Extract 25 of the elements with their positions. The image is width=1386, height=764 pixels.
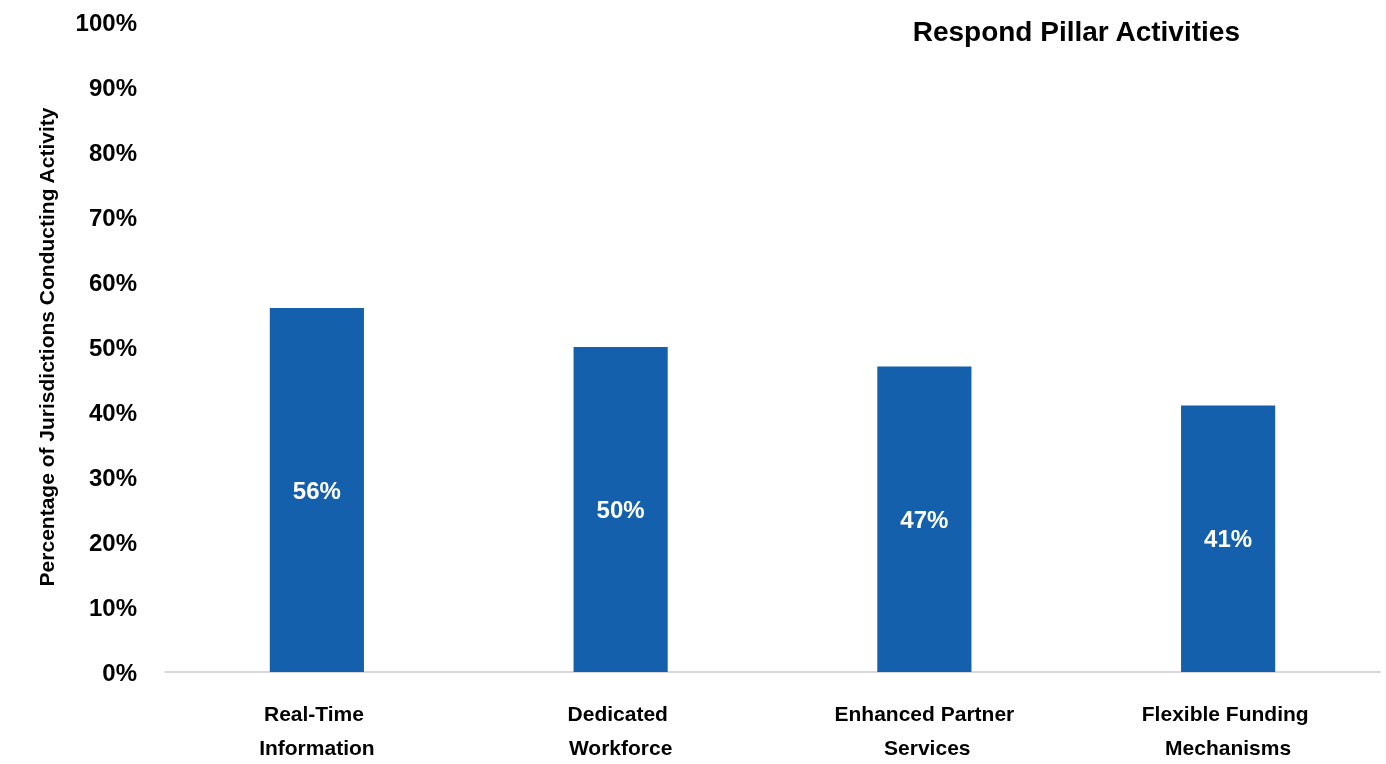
- y-tick-label: 80%: [88, 138, 137, 166]
- y-tick-label: 90%: [88, 73, 137, 101]
- y-tick-label: 10%: [88, 593, 137, 621]
- y-tick-label: 40%: [88, 398, 137, 426]
- chart-title: Respond Pillar Activities: [912, 15, 1240, 47]
- data-label: 50%: [596, 496, 645, 523]
- y-tick-label: 30%: [88, 463, 137, 491]
- x-tick-label: Real-Time Information: [259, 701, 375, 759]
- y-tick-label: 70%: [88, 203, 137, 231]
- y-axis-title: Percentage of Jurisdictions Conducting Activity: [35, 107, 58, 587]
- data-label: 41%: [1204, 525, 1253, 553]
- x-tick-label: Flexible Funding Mechanisms: [1141, 701, 1315, 759]
- x-tick-label: Enhanced Partner Services: [834, 701, 1015, 759]
- y-tick-label: 20%: [88, 528, 137, 556]
- data-label: 47%: [900, 505, 949, 533]
- bar: [269, 308, 364, 672]
- bar: [1181, 405, 1276, 672]
- y-tick-label: 50%: [88, 333, 137, 361]
- bar: [877, 366, 972, 672]
- x-tick-label: Dedicated Workforce: [567, 701, 674, 759]
- data-label: 56%: [292, 476, 341, 504]
- y-tick-label: 100%: [75, 8, 137, 36]
- bar: [573, 347, 668, 672]
- y-tick-label: 60%: [88, 268, 137, 296]
- y-tick-label: 0%: [102, 658, 137, 686]
